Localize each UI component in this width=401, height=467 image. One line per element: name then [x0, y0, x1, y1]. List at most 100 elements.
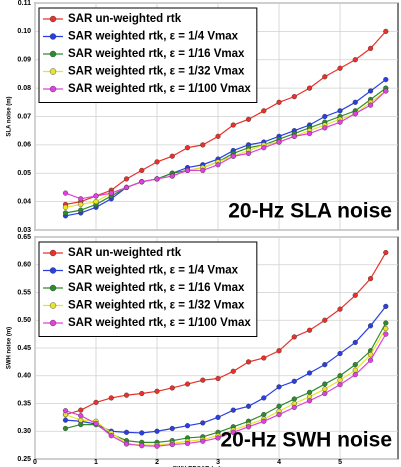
data-point	[184, 381, 191, 387]
data-point	[93, 199, 99, 205]
data-point	[291, 396, 297, 402]
data-point	[108, 395, 114, 401]
series-line	[65, 79, 387, 217]
legend-text: SAR weighted rtk, ε = 1/16 Vmax	[68, 48, 245, 60]
legend-marker	[49, 319, 57, 327]
data-point	[383, 249, 389, 256]
data-point	[367, 45, 374, 52]
data-point	[200, 142, 206, 148]
data-point	[62, 190, 69, 196]
data-point	[367, 88, 374, 94]
y-tick-label: 0.10	[17, 28, 31, 35]
data-point	[276, 348, 282, 354]
data-point	[322, 113, 328, 120]
data-point	[291, 133, 297, 139]
data-point	[78, 413, 84, 419]
data-point	[62, 210, 69, 216]
data-point	[367, 323, 374, 329]
data-point	[154, 388, 160, 394]
data-point	[108, 433, 114, 439]
data-point	[306, 130, 313, 137]
y-tick-label: 0.07	[17, 113, 31, 120]
data-point	[276, 403, 282, 409]
legend-marker	[49, 85, 57, 93]
data-point	[123, 184, 130, 191]
data-point	[367, 276, 374, 282]
data-point	[352, 339, 358, 346]
y-axis-label: SWH noise (m)	[7, 327, 13, 369]
data-point	[123, 429, 130, 435]
data-point	[383, 28, 389, 34]
y-tick-label: 0.06	[17, 142, 31, 149]
legend-text: SAR weighted rtk, ε = 1/100 Vmax	[68, 317, 251, 329]
legend: SAR un-weighted rtk SAR weighted rtk, ε =…	[38, 241, 258, 337]
data-point	[306, 327, 313, 333]
x-tick-label: 2	[155, 459, 159, 466]
y-tick-label: 0.05	[17, 170, 31, 177]
data-point	[215, 375, 221, 382]
data-point	[139, 390, 145, 397]
data-point	[245, 150, 252, 156]
data-point	[261, 395, 267, 401]
legend-marker	[49, 267, 57, 274]
data-point	[78, 407, 84, 413]
legend-marker	[49, 302, 57, 309]
annotation: 20-Hz SLA noise	[228, 200, 392, 223]
data-point	[78, 196, 84, 202]
data-point	[322, 362, 328, 368]
data-point	[322, 386, 328, 392]
data-point	[337, 382, 343, 388]
data-point	[276, 99, 282, 105]
y-tick-label: 0.55	[17, 289, 31, 296]
y-tick-label: 0.04	[17, 198, 31, 205]
data-point	[154, 176, 160, 182]
legend-box	[38, 7, 258, 103]
data-point	[139, 179, 145, 185]
data-point	[245, 424, 252, 430]
y-tick-label: 0.60	[17, 262, 31, 269]
data-point	[139, 430, 145, 436]
y-tick-label: 0.45	[17, 345, 31, 352]
data-point	[200, 377, 206, 383]
data-point	[154, 159, 160, 165]
data-point	[139, 167, 145, 174]
data-point	[62, 408, 69, 414]
data-point	[352, 292, 358, 298]
legend-marker	[49, 15, 57, 23]
data-point	[352, 372, 358, 378]
data-point	[337, 108, 343, 114]
data-point	[383, 77, 389, 83]
data-point	[154, 428, 160, 434]
data-point	[291, 94, 297, 100]
y-tick-label: 0.50	[17, 317, 31, 324]
legend-text: SAR weighted rtk, ε = 1/100 Vmax	[68, 83, 251, 95]
data-point	[352, 367, 358, 373]
data-point	[154, 443, 160, 449]
data-point	[322, 390, 328, 397]
legend-marker	[49, 50, 57, 58]
y-tick-label: 0.35	[17, 400, 31, 407]
data-point	[337, 373, 343, 379]
data-point	[123, 392, 130, 398]
data-point	[276, 384, 282, 390]
legend-marker	[49, 249, 57, 257]
data-point	[169, 441, 175, 448]
data-point	[139, 443, 145, 449]
data-point	[184, 145, 191, 151]
y-tick-label: 0.30	[17, 428, 31, 435]
x-tick-label: 0	[33, 459, 37, 466]
series-line	[65, 90, 387, 200]
data-point	[62, 204, 69, 210]
data-point	[184, 440, 191, 447]
legend: SAR un-weighted rtk SAR weighted rtk, ε =…	[38, 7, 258, 103]
data-point	[306, 398, 313, 404]
data-point	[337, 119, 343, 125]
data-point	[291, 334, 297, 340]
x-tick-label: 5	[338, 459, 342, 466]
data-point	[245, 359, 252, 365]
data-point	[78, 207, 84, 213]
data-point	[383, 325, 389, 332]
data-point	[352, 111, 358, 117]
data-point	[261, 145, 267, 151]
